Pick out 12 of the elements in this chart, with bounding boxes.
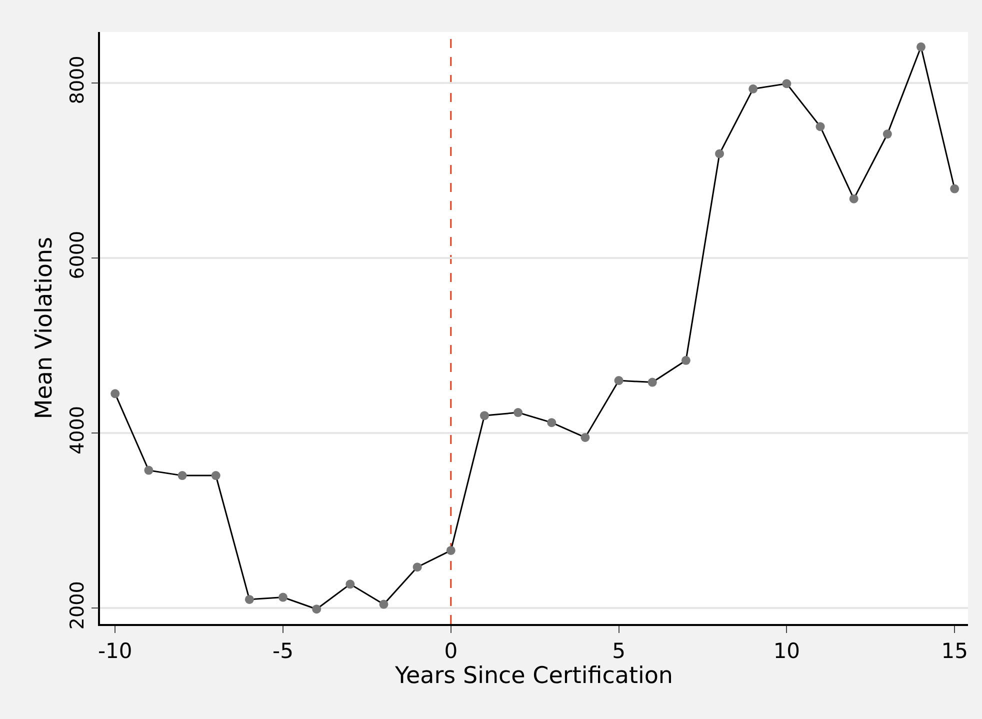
x-tick-label: 10 [773,638,800,663]
x-tick-label: -5 [272,638,294,663]
x-tick-label: 0 [444,638,458,663]
x-tick-label: -10 [98,638,132,663]
y-tick-label: 2000 [66,581,89,630]
x-tick-label: 5 [612,638,626,663]
x-tick-label: 15 [941,638,968,663]
y-axis-title: Mean Violations [32,236,58,420]
x-axis-title: Years Since Certification [394,662,674,689]
y-tick-label: 8000 [66,56,89,104]
y-tick-label: 4000 [66,406,89,454]
y-tick-label: 6000 [66,230,89,280]
